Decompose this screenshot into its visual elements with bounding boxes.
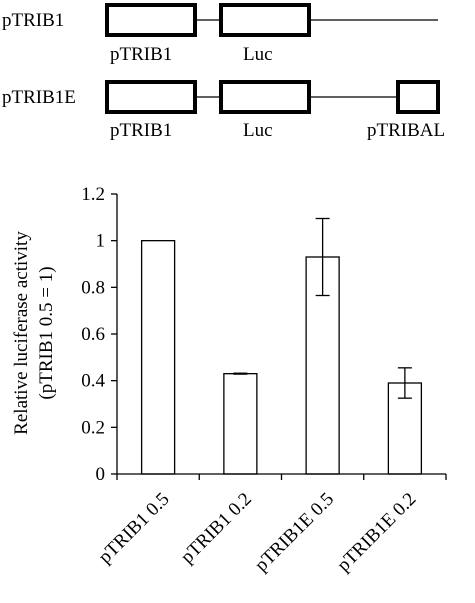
bar [140,240,176,475]
construct-diagram: pTRIB1 pTRIB1 Luc pTRIB1E pTRIB1 Luc pTR… [2,3,445,141]
construct-ptrib1e-promoter-label: pTRIB1 [110,120,172,141]
y-axis-title: Relative luciferase activity (pTRIB1 0.5… [11,231,57,435]
x-tick-label: pTRIB1 0.5 [95,489,174,568]
construct-ptrib1-luc-label: Luc [243,44,273,65]
bar [223,373,258,475]
construct-ptrib1-promoter-box [105,3,197,37]
y-tick-label: 1.2 [81,184,105,205]
construct-ptrib1e-enhancer-label: pTRIBAL [367,120,445,141]
x-tick-label: pTRIB1E 0.2 [333,489,420,576]
x-tick-label: pTRIB1 0.2 [177,489,256,568]
construct-ptrib1e-luc-box [219,80,311,114]
y-tick-label: 0 [96,464,106,485]
construct-ptrib1-luc-box [219,3,311,37]
y-axis-title-line-2: (pTRIB1 0.5 = 1) [36,266,57,399]
construct-ptrib1e-luc-label: Luc [243,120,273,141]
y-tick-label: 0.4 [81,371,105,392]
y-tick-label: 0.8 [81,277,105,298]
y-axis: 0 0.2 0.4 0.6 0.8 1 1.2 [81,184,118,485]
construct-ptrib1e-enhancer-box [396,80,440,114]
y-tick-label: 1 [96,231,106,252]
y-tick-label: 0.6 [81,324,105,345]
y-tick-label: 0.2 [81,417,105,438]
y-axis-title-line-1: Relative luciferase activity [11,231,32,435]
construct-ptrib1e-promoter-box [105,80,197,114]
construct-name-ptrib1: pTRIB1 [2,10,64,31]
x-tick-label: pTRIB1E 0.5 [251,489,338,576]
bars [140,217,423,475]
construct-name-ptrib1e: pTRIB1E [2,87,76,108]
construct-ptrib1-promoter-label: pTRIB1 [110,44,172,65]
bar-chart: Relative luciferase activity (pTRIB1 0.5… [11,184,447,576]
